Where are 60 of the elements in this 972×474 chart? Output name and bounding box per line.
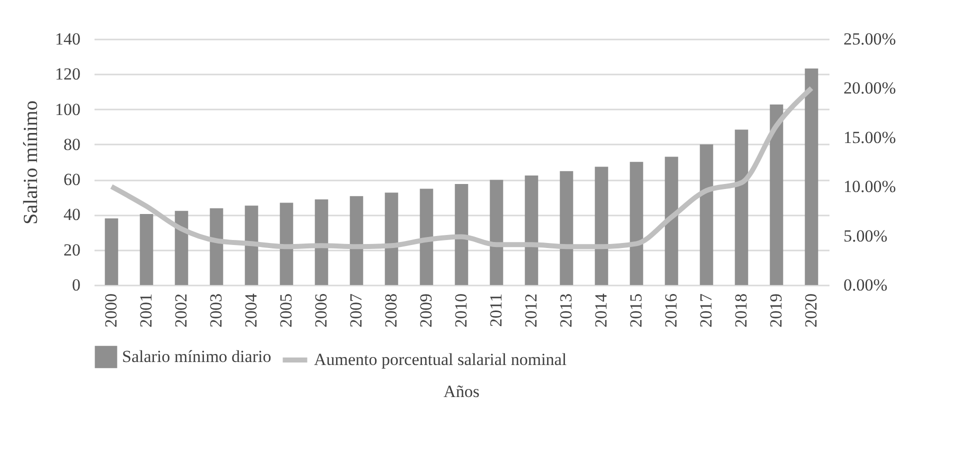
bar (140, 214, 154, 285)
x-axis-title: Años (444, 382, 480, 401)
x-tick-label: 2011 (486, 294, 506, 327)
x-tick-label: 2014 (592, 293, 610, 328)
bar (350, 196, 364, 285)
y-tick-label: 140 (55, 30, 80, 48)
bar (244, 206, 258, 285)
x-tick-label: 2020 (802, 294, 820, 328)
x-tick-label: 2017 (696, 293, 716, 328)
x-tick-label: 2001 (136, 294, 156, 328)
x-tick-label: 2019 (766, 294, 786, 328)
x-tick-label: 2000 (102, 294, 120, 328)
y-tick-label: 80 (64, 134, 80, 154)
x-tick-label: 2018 (732, 294, 750, 328)
bar (630, 162, 644, 285)
x-tick-label: 2007 (346, 293, 366, 328)
legend-label: Salario mínimo diario (122, 347, 272, 366)
bar (384, 192, 398, 285)
y-tick-label: 120 (55, 64, 80, 84)
y-tick-label: 60 (64, 170, 80, 190)
bar (594, 166, 608, 285)
bar (420, 188, 434, 285)
x-tick-label: 2013 (556, 294, 576, 328)
x-tick-label: 2015 (626, 294, 646, 328)
y2-tick-label: 15.00% (844, 128, 896, 147)
bar (664, 156, 678, 285)
x-tick-label: 2005 (276, 294, 296, 328)
y-tick-label: 40 (64, 205, 80, 224)
y-tick-label: 20 (64, 240, 80, 260)
bar (490, 180, 504, 285)
y2-tick-label: 10.00% (844, 177, 896, 196)
legend-label: Aumento porcentual salarial nominal (314, 350, 567, 369)
y-axis-title: Salario mínimo (20, 100, 42, 224)
bar (700, 144, 714, 285)
y-tick-label: 0 (72, 276, 80, 294)
bar (280, 202, 294, 285)
y2-tick-label: 5.00% (844, 226, 888, 246)
x-tick-label: 2003 (206, 294, 226, 328)
x-tick-label: 2016 (662, 294, 680, 328)
x-tick-label: 2009 (416, 294, 436, 328)
bar (770, 104, 784, 285)
bar (734, 130, 748, 285)
x-tick-label: 2012 (522, 294, 540, 328)
bar (210, 208, 224, 285)
x-tick-label: 2002 (172, 294, 190, 328)
x-tick-label: 2008 (382, 294, 400, 328)
bar (524, 176, 538, 285)
x-tick-label: 2010 (452, 294, 470, 328)
bar (454, 184, 468, 285)
bar (174, 210, 188, 285)
bar (804, 68, 818, 285)
y-tick-label: 100 (55, 100, 80, 119)
bar (560, 171, 574, 285)
x-tick-label: 2006 (312, 294, 330, 328)
y2-tick-label: 0.00% (844, 276, 888, 294)
y2-tick-label: 25.00% (844, 30, 896, 48)
x-tick-label: 2004 (242, 293, 260, 328)
bar (314, 199, 328, 285)
bar (104, 218, 118, 285)
y2-tick-label: 20.00% (844, 78, 896, 98)
